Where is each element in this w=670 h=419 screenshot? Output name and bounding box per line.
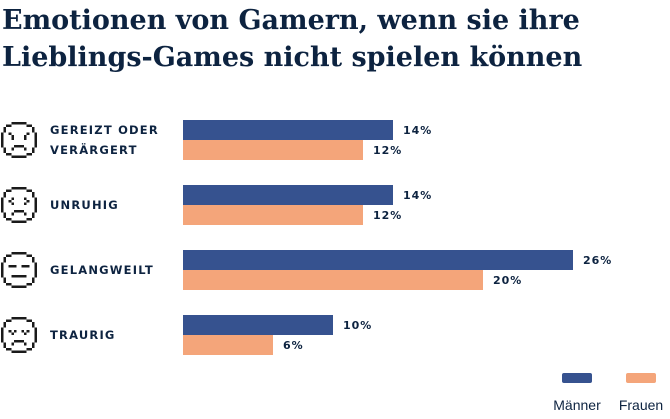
category-label-line1: GEREIZT ODER (50, 123, 159, 137)
chart-title: Emotionen von Gamern, wenn sie ihre Lieb… (2, 5, 583, 73)
legend-item-frauen: Frauen (611, 373, 670, 413)
sad-face-icon (1, 317, 37, 358)
neutral-face-icon (1, 252, 37, 293)
value-label-maenner-0: 14% (403, 124, 432, 137)
category-label-line1: GELANGWEILT (50, 263, 154, 277)
category-label-line1: UNRUHIG (50, 198, 119, 212)
legend-label-maenner: Männer (553, 397, 601, 413)
bar-frauen-0 (183, 140, 363, 160)
value-label-frauen-2: 20% (493, 274, 522, 287)
legend-label-frauen: Frauen (618, 397, 664, 413)
legend-swatch-maenner (562, 373, 592, 383)
category-label-line1: TRAURIG (50, 328, 116, 342)
category-label-3: TRAURIG (50, 325, 116, 345)
legend-swatch-frauen (626, 373, 656, 383)
worried-face-icon (1, 187, 37, 228)
value-label-maenner-1: 14% (403, 189, 432, 202)
bar-maenner-2 (183, 250, 573, 270)
category-label-line2: VERÄRGERT (50, 143, 138, 157)
category-label-1: UNRUHIG (50, 195, 119, 215)
bar-frauen-1 (183, 205, 363, 225)
value-label-maenner-3: 10% (343, 319, 372, 332)
value-label-maenner-2: 26% (583, 254, 612, 267)
category-label-0: GEREIZT ODER VERÄRGERT (50, 120, 159, 160)
value-label-frauen-0: 12% (373, 144, 402, 157)
angry-face-icon (1, 122, 37, 163)
bar-frauen-2 (183, 270, 483, 290)
value-label-frauen-1: 12% (373, 209, 402, 222)
bar-maenner-0 (183, 120, 393, 140)
legend-item-maenner: Männer (547, 373, 607, 413)
bar-maenner-1 (183, 185, 393, 205)
bar-frauen-3 (183, 335, 273, 355)
category-label-2: GELANGWEILT (50, 260, 154, 280)
value-label-frauen-3: 6% (283, 339, 304, 352)
bar-maenner-3 (183, 315, 333, 335)
